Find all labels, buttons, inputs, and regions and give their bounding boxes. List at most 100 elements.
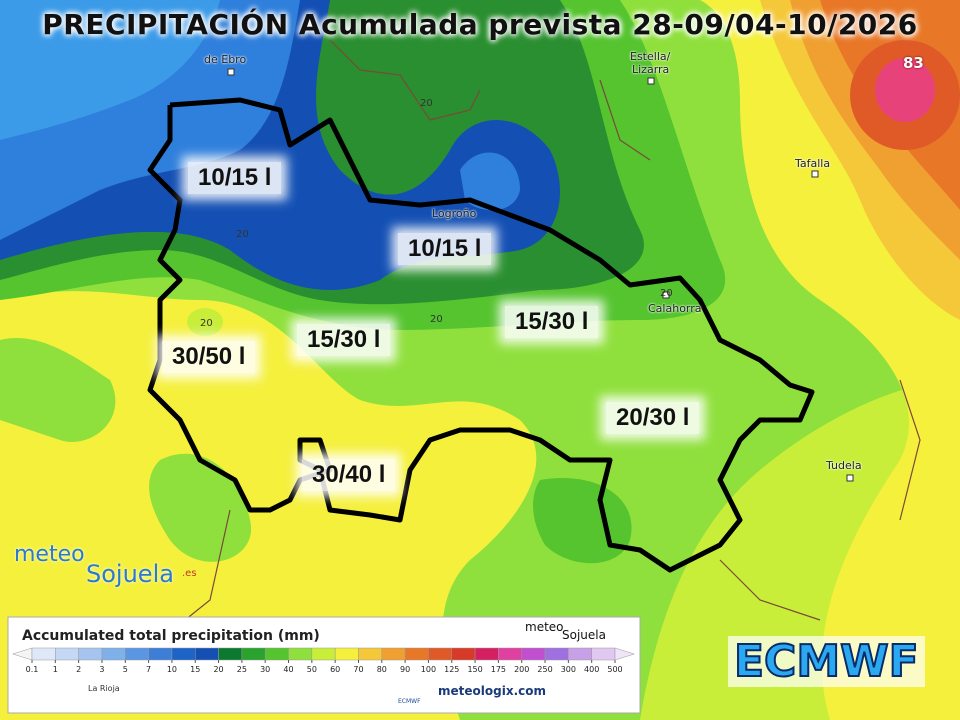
legend-tick-label: 200 — [514, 665, 529, 674]
legend-swatch — [241, 647, 266, 661]
legend-tick-label: 90 — [400, 665, 410, 674]
legend-tick-label: 50 — [307, 665, 317, 674]
legend-tick-label: 175 — [491, 665, 506, 674]
place-marker — [647, 77, 655, 85]
legend-swatch — [218, 647, 243, 661]
legend-tick-label: 300 — [561, 665, 576, 674]
legend-swatch — [614, 647, 636, 661]
contour-label: 20 — [236, 229, 249, 240]
place-label: Lizarra — [632, 63, 670, 76]
contour-label: 20 — [200, 318, 213, 329]
legend-tick-label: 7 — [146, 665, 151, 674]
place-marker — [662, 291, 670, 299]
legend-swatch — [101, 647, 126, 661]
legend-tick-label: 125 — [444, 665, 459, 674]
legend-swatch — [474, 647, 499, 661]
place-markers — [227, 68, 854, 482]
legend-tick-label: 30 — [260, 665, 270, 674]
place-label: Tafalla — [795, 157, 831, 170]
field-lightblue — [0, 0, 220, 140]
field-blue-core — [460, 152, 520, 211]
legend-tick-label: 250 — [537, 665, 552, 674]
region-outline — [147, 97, 815, 573]
legend-region: La Rioja — [88, 684, 120, 693]
legend-swatch — [148, 647, 173, 661]
legend-swatch — [404, 647, 429, 661]
zone-label: 10/15 l — [398, 233, 492, 265]
legend-swatch — [171, 647, 196, 661]
legend-swatch — [78, 647, 103, 661]
legend-model: ECMWF — [398, 698, 421, 705]
legend-swatch — [568, 647, 592, 661]
legend-swatch — [521, 647, 546, 661]
legend-tick-label: 80 — [377, 665, 387, 674]
legend-swatch — [311, 647, 336, 661]
legend-swatch — [428, 647, 453, 661]
field-pink — [875, 58, 935, 122]
legend-tick-label: 25 — [237, 665, 247, 674]
legend-tick-label: 1 — [53, 665, 58, 674]
legend-tick-label: 150 — [467, 665, 482, 674]
legend-tick-label: 60 — [330, 665, 340, 674]
place-label: Tudela — [826, 459, 862, 472]
zone-label: 15/30 l — [297, 324, 391, 356]
zone-label: 30/50 l — [162, 341, 256, 373]
legend-swatch — [498, 647, 522, 661]
legend-swatch — [334, 647, 359, 661]
model-badge: ECMWF — [728, 635, 925, 688]
province-border — [159, 39, 921, 641]
legend-swatch — [125, 647, 149, 661]
max-value-label: 83 — [903, 54, 924, 72]
legend-swatch — [451, 647, 476, 661]
legend-tick-label: 15 — [190, 665, 200, 674]
legend-logo: Sojuela — [562, 628, 606, 642]
legend-tick-label: 400 — [584, 665, 599, 674]
legend-tick-label: 3 — [99, 665, 104, 674]
legend-swatch — [264, 647, 289, 661]
legend-tick-label: 20 — [213, 665, 223, 674]
zone-label: 15/30 l — [505, 306, 599, 338]
legend-box — [7, 616, 641, 714]
contour-label: 20 — [660, 288, 673, 299]
field-green-patch — [149, 453, 252, 562]
field-green-west — [0, 338, 116, 442]
legend-swatch — [381, 647, 406, 661]
logo-text: .es — [182, 568, 197, 579]
contour-label: 20 — [420, 98, 433, 109]
field-yellow-west — [0, 291, 537, 720]
place-label: Calahorra — [648, 302, 702, 315]
place-marker — [811, 170, 819, 178]
place-marker — [846, 474, 854, 482]
legend-logo: meteo — [525, 620, 564, 634]
legend-source: meteologix.com — [438, 684, 546, 698]
zone-label: 10/15 l — [188, 162, 282, 194]
logo-text: meteo — [14, 542, 85, 567]
legend-swatch — [544, 647, 569, 661]
legend-tick-label: 2 — [76, 665, 81, 674]
legend-tick-label: 5 — [123, 665, 128, 674]
logo-text: Sojuela — [86, 560, 174, 588]
legend-tick-label: 0.1 — [26, 665, 39, 674]
field-max-patch — [187, 308, 223, 336]
legend-swatch — [55, 647, 79, 661]
contour-label: 20 — [430, 314, 443, 325]
legend-swatch — [591, 647, 616, 661]
legend-tick-label: 70 — [353, 665, 363, 674]
legend-swatch — [358, 647, 383, 661]
place-label: Logroño — [432, 207, 477, 220]
place-marker — [227, 68, 235, 76]
legend-swatch — [288, 647, 313, 661]
zone-label: 20/30 l — [606, 402, 700, 434]
legend-title: Accumulated total precipitation (mm) — [22, 628, 320, 644]
place-label: de Ebro — [204, 53, 247, 66]
title: PRECIPITACIÓN Acumulada prevista 28-09/0… — [42, 8, 918, 41]
legend-tick-label: 40 — [283, 665, 293, 674]
legend-swatch — [194, 647, 219, 661]
legend-colorbar: 0.1 1 2 3 5 7 10 15 20 25 30 40 50 60 70 80 90 100 125 150 1… — [11, 647, 636, 674]
place-label: Estella/ — [630, 50, 671, 63]
legend-tick-label: 500 — [607, 665, 622, 674]
legend-tick-label: 100 — [421, 665, 436, 674]
